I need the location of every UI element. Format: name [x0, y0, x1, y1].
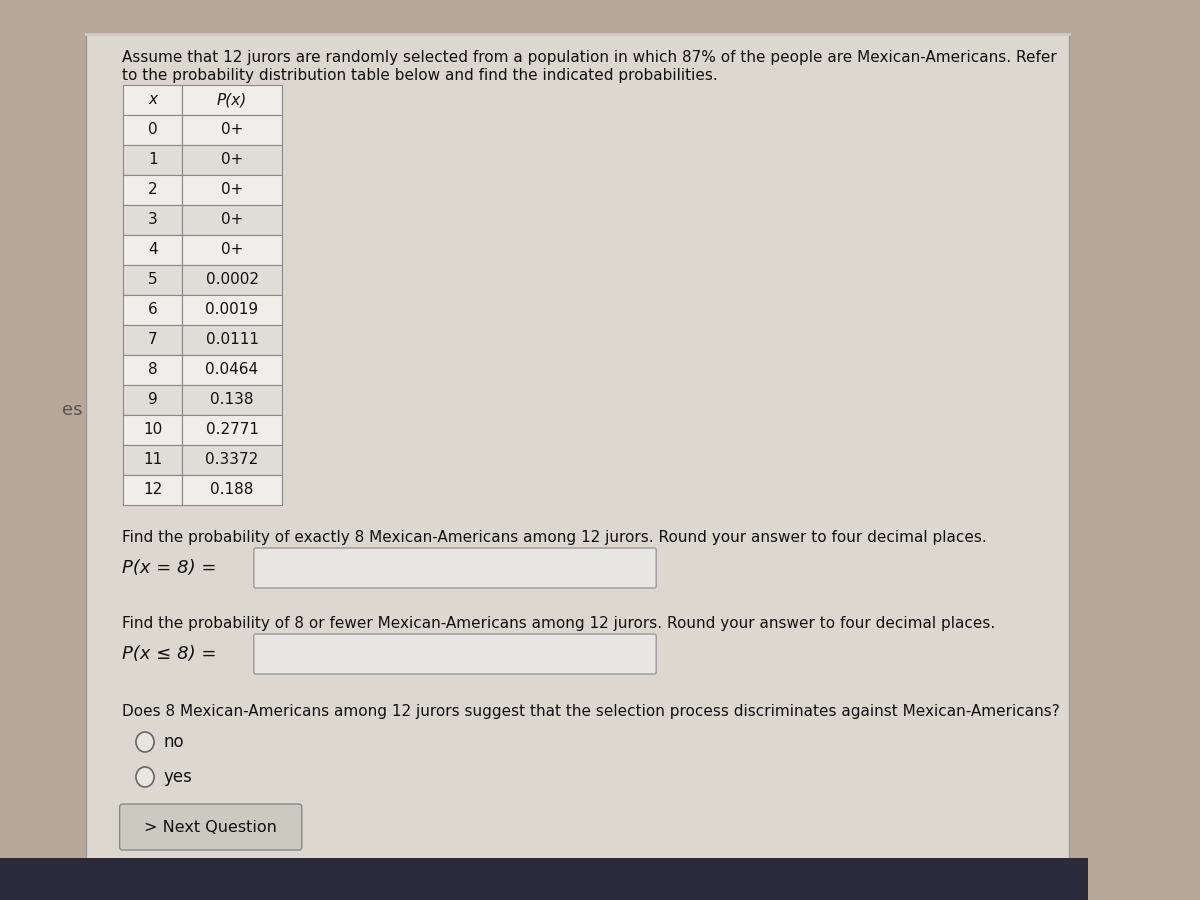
FancyBboxPatch shape — [124, 205, 182, 235]
Text: 0: 0 — [148, 122, 157, 138]
FancyBboxPatch shape — [182, 145, 282, 175]
FancyBboxPatch shape — [182, 235, 282, 265]
FancyBboxPatch shape — [182, 175, 282, 205]
Text: 0+: 0+ — [221, 122, 244, 138]
Text: 0.0019: 0.0019 — [205, 302, 258, 318]
FancyBboxPatch shape — [124, 325, 182, 355]
FancyBboxPatch shape — [253, 548, 656, 588]
Text: Find the probability of 8 or fewer Mexican-Americans among 12 jurors. Round your: Find the probability of 8 or fewer Mexic… — [122, 616, 996, 631]
Circle shape — [136, 732, 154, 752]
Text: 0.2771: 0.2771 — [205, 422, 258, 437]
Text: 4: 4 — [148, 242, 157, 257]
FancyBboxPatch shape — [124, 175, 182, 205]
FancyBboxPatch shape — [182, 205, 282, 235]
Text: Find the probability of exactly 8 Mexican-Americans among 12 jurors. Round your : Find the probability of exactly 8 Mexica… — [122, 530, 988, 545]
FancyBboxPatch shape — [182, 325, 282, 355]
Text: 11: 11 — [143, 453, 162, 467]
Text: 7: 7 — [148, 332, 157, 347]
Text: Does 8 Mexican-Americans among 12 jurors suggest that the selection process disc: Does 8 Mexican-Americans among 12 jurors… — [122, 704, 1060, 719]
FancyBboxPatch shape — [182, 385, 282, 415]
Text: 10: 10 — [143, 422, 162, 437]
Text: 0+: 0+ — [221, 212, 244, 228]
FancyBboxPatch shape — [124, 265, 182, 295]
Text: es: es — [61, 401, 82, 419]
Text: 0.0111: 0.0111 — [205, 332, 258, 347]
FancyBboxPatch shape — [124, 475, 182, 505]
FancyBboxPatch shape — [124, 295, 182, 325]
FancyBboxPatch shape — [124, 145, 182, 175]
FancyBboxPatch shape — [182, 445, 282, 475]
Text: 0.0464: 0.0464 — [205, 363, 258, 377]
FancyBboxPatch shape — [124, 115, 182, 145]
Text: yes: yes — [163, 768, 192, 786]
FancyBboxPatch shape — [0, 858, 1087, 900]
Text: 0.0002: 0.0002 — [205, 273, 258, 287]
FancyBboxPatch shape — [124, 85, 182, 115]
Text: 1: 1 — [148, 152, 157, 167]
FancyBboxPatch shape — [124, 355, 182, 385]
FancyBboxPatch shape — [182, 85, 282, 115]
Text: 8: 8 — [148, 363, 157, 377]
Text: x: x — [149, 93, 157, 107]
FancyBboxPatch shape — [86, 34, 1069, 872]
FancyBboxPatch shape — [182, 355, 282, 385]
FancyBboxPatch shape — [124, 445, 182, 475]
FancyBboxPatch shape — [120, 804, 302, 850]
Text: no: no — [163, 733, 184, 751]
FancyBboxPatch shape — [182, 295, 282, 325]
Text: P(x ≤ 8) =: P(x ≤ 8) = — [122, 645, 217, 663]
FancyBboxPatch shape — [182, 265, 282, 295]
Text: 0.138: 0.138 — [210, 392, 253, 408]
Text: 0.3372: 0.3372 — [205, 453, 259, 467]
Text: 2: 2 — [148, 183, 157, 197]
Text: 3: 3 — [148, 212, 157, 228]
Text: P(x = 8) =: P(x = 8) = — [122, 559, 217, 577]
Text: 0+: 0+ — [221, 183, 244, 197]
Text: P(x): P(x) — [217, 93, 247, 107]
Circle shape — [136, 767, 154, 787]
Text: 6: 6 — [148, 302, 157, 318]
FancyBboxPatch shape — [124, 415, 182, 445]
FancyBboxPatch shape — [182, 415, 282, 445]
Text: 5: 5 — [148, 273, 157, 287]
Text: > Next Question: > Next Question — [144, 820, 277, 834]
Text: Assume that 12 jurors are randomly selected from a population in which 87% of th: Assume that 12 jurors are randomly selec… — [122, 50, 1057, 65]
Text: 0+: 0+ — [221, 152, 244, 167]
FancyBboxPatch shape — [124, 385, 182, 415]
FancyBboxPatch shape — [182, 475, 282, 505]
Text: 0.188: 0.188 — [210, 482, 253, 498]
FancyBboxPatch shape — [124, 235, 182, 265]
FancyBboxPatch shape — [253, 634, 656, 674]
Text: 12: 12 — [143, 482, 162, 498]
FancyBboxPatch shape — [182, 115, 282, 145]
Text: 9: 9 — [148, 392, 157, 408]
Text: to the probability distribution table below and find the indicated probabilities: to the probability distribution table be… — [122, 68, 718, 83]
Text: 0+: 0+ — [221, 242, 244, 257]
